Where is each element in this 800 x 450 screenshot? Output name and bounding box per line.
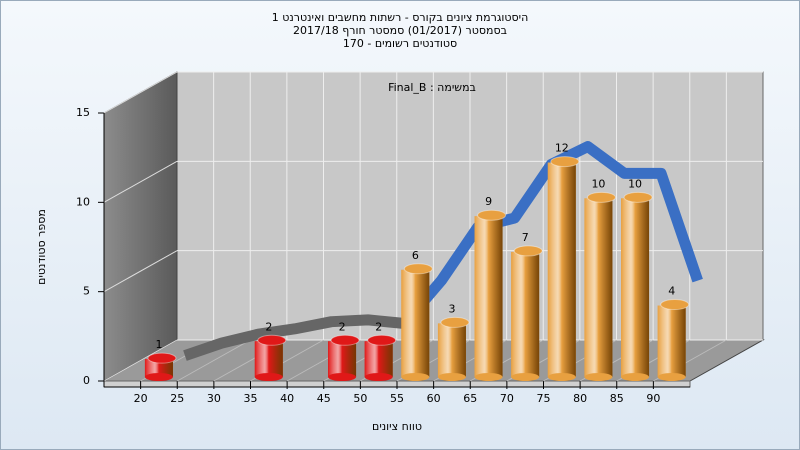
grid-line [103,250,178,293]
chart-title: בסמסטר (01/2017) סמסטר חורף 2017/18 [293,24,507,37]
bar-shade [621,198,650,377]
value-label: 9 [485,195,492,208]
bar-shade [511,251,540,377]
bar-top [330,334,360,346]
x-tick-label: 70 [500,392,514,405]
annotation: במשימה : Final_B [388,81,476,94]
bar-top [367,334,397,346]
bar-shade [437,323,466,377]
bar-bottom [364,373,393,381]
bar [401,263,433,381]
grid-line [103,160,178,203]
value-label: 1 [155,338,162,351]
bar-shade [584,198,613,377]
chart-title: היסטוגרמת ציונים בקורס - רשתות מחשבים וא… [272,11,529,24]
bar-top [147,352,177,364]
bar-top [257,334,287,346]
bar [547,156,580,381]
x-tick-label: 55 [390,392,404,405]
bar-shade [657,305,686,377]
bar-shade [401,269,430,377]
x-tick-label: 25 [170,392,184,405]
y-axis-label: מספר סטודנטים [35,209,48,285]
grid-line [103,71,178,114]
grid-line [177,339,251,382]
bar-shade [364,341,393,377]
value-label: 3 [448,302,455,315]
value-label: 10 [591,177,605,190]
bar [328,334,360,381]
bar [474,209,507,381]
bar-bottom [511,373,540,381]
value-label: 2 [265,320,272,333]
value-label: 2 [375,320,382,333]
bar-top [477,209,507,221]
bar-shade [328,341,357,377]
bar-bottom [328,373,357,381]
bar-bottom [144,373,173,381]
bar-shade [144,359,173,377]
x-tick-label: 40 [280,392,294,405]
bar-top [550,156,580,168]
bar [144,352,177,381]
x-tick-label: 75 [537,392,551,405]
bar-shade [474,216,503,377]
bar-top [660,299,690,311]
value-label: 10 [628,177,642,190]
bar-top [513,245,543,257]
bar [584,191,616,381]
x-tick-label: 80 [573,392,587,405]
x-tick-label: 45 [317,392,331,405]
bar [621,191,653,381]
x-tick-label: 50 [353,392,367,405]
bar-shade [547,162,576,377]
bar [511,245,543,381]
x-tick-label: 90 [646,392,660,405]
bar-bottom [621,373,650,381]
bar-bottom [401,373,430,381]
x-tick-label: 20 [134,392,148,405]
bar-top [403,263,433,275]
grid-line [103,339,178,382]
left-wall [103,71,178,382]
bar [437,316,470,381]
x-tick-label: 35 [244,392,258,405]
bar-bottom [584,373,613,381]
bar-bottom [657,373,686,381]
bar-top [586,191,616,203]
bar [657,299,690,381]
chart-title: סטודנטים רשומים - 170 [343,37,457,50]
bar-bottom [547,373,576,381]
bar-shade [254,341,283,377]
x-axis-label: טווח ציונים [372,420,422,433]
bar [364,334,397,381]
y-tick-label: 5 [83,285,90,298]
x-tick-label: 65 [463,392,477,405]
x-tick-label: 60 [427,392,441,405]
bar [254,334,287,381]
value-label: 7 [522,231,529,244]
y-tick-label: 10 [76,195,90,208]
trend-ribbon [183,141,703,361]
value-label: 4 [668,285,675,298]
bar-bottom [437,373,466,381]
bar-top [623,191,653,203]
bar-top [440,316,470,328]
x-tick-label: 85 [610,392,624,405]
x-tick-label: 30 [207,392,221,405]
y-tick-label: 15 [76,106,90,119]
value-label: 2 [339,320,346,333]
value-label: 12 [555,142,569,155]
y-tick-label: 0 [83,374,90,387]
bar-bottom [474,373,503,381]
bar-bottom [254,373,283,381]
value-label: 6 [412,249,419,262]
